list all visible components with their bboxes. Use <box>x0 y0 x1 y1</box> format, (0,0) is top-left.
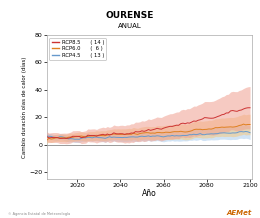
Text: AEMet: AEMet <box>227 210 252 216</box>
Text: OURENSE: OURENSE <box>106 11 154 20</box>
X-axis label: Año: Año <box>142 189 157 198</box>
Legend: RCP8.5      ( 14 ), RCP6.0      (  6 ), RCP4.5      ( 13 ): RCP8.5 ( 14 ), RCP6.0 ( 6 ), RCP4.5 ( 13… <box>49 37 106 60</box>
Y-axis label: Cambio duración olas de calor (días): Cambio duración olas de calor (días) <box>21 56 27 158</box>
Text: ANUAL: ANUAL <box>118 23 142 29</box>
Text: © Agencia Estatal de Meteorología: © Agencia Estatal de Meteorología <box>8 212 70 216</box>
